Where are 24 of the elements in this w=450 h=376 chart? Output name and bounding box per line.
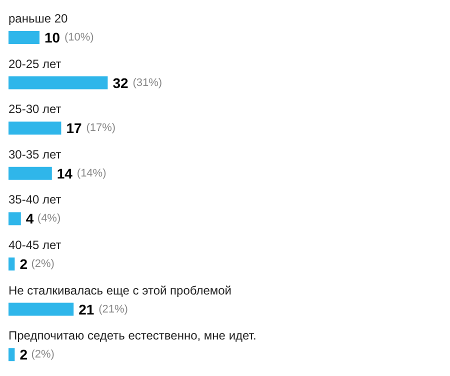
data-label: 21 (21%) — [78, 301, 128, 318]
data-label: 14 (14%) — [56, 165, 106, 182]
y-tick-label: 35-40 лет — [8, 192, 62, 207]
y-tick-label: 40-45 лет — [8, 238, 62, 252]
y-tick-label: Не сталкивалась еще с этой проблемой — [8, 283, 232, 298]
bar — [8, 166, 52, 180]
bar — [8, 31, 40, 44]
bar — [8, 258, 15, 270]
data-label: 2 (2%) — [20, 346, 54, 363]
y-tick-label: Предпочитаю седеть естественно, мне идет. — [8, 328, 256, 343]
bar — [8, 348, 15, 362]
bar — [8, 122, 62, 135]
bar — [8, 302, 74, 316]
data-label: 4 (4%) — [26, 210, 61, 227]
y-tick-label: 20-25 лет — [8, 56, 62, 71]
data-label: 17 (17%) — [66, 120, 116, 136]
data-label: 32 (31%) — [112, 74, 162, 91]
bar — [8, 76, 108, 90]
data-label: 10 (10%) — [44, 30, 94, 46]
y-tick-label: 25-30 лет — [8, 102, 62, 116]
y-tick-label: раньше 20 — [8, 12, 68, 26]
bar — [8, 212, 21, 226]
y-tick-label: 30-35 лет — [8, 147, 62, 162]
data-label: 2 (2%) — [20, 256, 54, 272]
